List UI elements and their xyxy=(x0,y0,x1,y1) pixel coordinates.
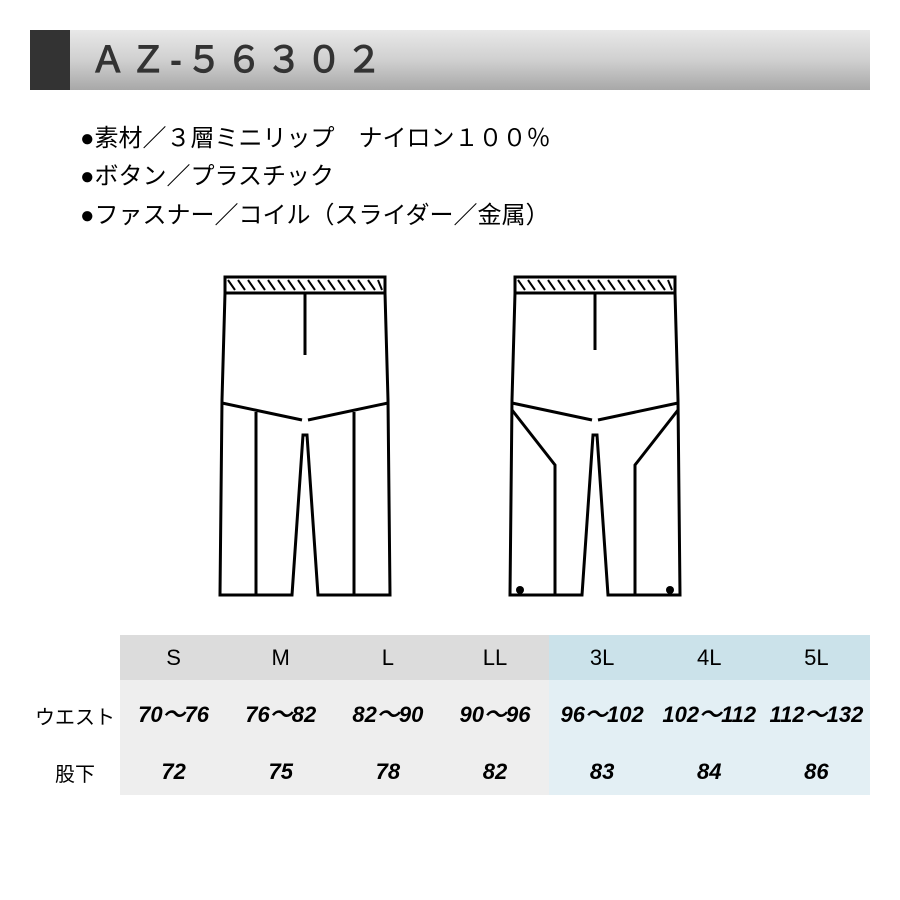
pants-diagrams xyxy=(30,255,870,605)
inseam-cell: 86 xyxy=(763,750,870,795)
waist-cell: 76～82 xyxy=(227,680,334,750)
size-header-row: S M L LL 3L 4L 5L xyxy=(30,635,870,680)
spec-line: ●ボタン／プラスチック xyxy=(80,158,870,196)
size-table: S M L LL 3L 4L 5L ウエスト 70～76 76～82 82～90… xyxy=(30,635,870,795)
inseam-label: 股下 xyxy=(30,750,120,795)
blank-corner xyxy=(30,635,120,680)
inseam-cell: 78 xyxy=(334,750,441,795)
size-header: M xyxy=(227,635,334,680)
waist-row: ウエスト 70～76 76～82 82～90 90～96 96～102 102～… xyxy=(30,680,870,750)
waist-cell: 82～90 xyxy=(334,680,441,750)
waist-cell: 90～96 xyxy=(441,680,548,750)
size-header: 3L xyxy=(549,635,656,680)
waist-cell: 102～112 xyxy=(656,680,763,750)
size-header: 5L xyxy=(763,635,870,680)
waist-cell: 96～102 xyxy=(549,680,656,750)
waist-cell: 112～132 xyxy=(763,680,870,750)
inseam-cell: 83 xyxy=(549,750,656,795)
inseam-cell: 72 xyxy=(120,750,227,795)
size-header: LL xyxy=(441,635,548,680)
inseam-cell: 82 xyxy=(441,750,548,795)
product-code-header: ＡＺ-５６３０２ xyxy=(30,30,870,90)
waist-cell: 70～76 xyxy=(120,680,227,750)
size-header: S xyxy=(120,635,227,680)
spec-line: ●ファスナー／コイル（スライダー／金属） xyxy=(80,197,870,235)
inseam-row: 股下 72 75 78 82 83 84 86 xyxy=(30,750,870,795)
product-code: ＡＺ-５６３０２ xyxy=(90,39,386,80)
size-header: 4L xyxy=(656,635,763,680)
spec-list: ●素材／３層ミニリップ ナイロン１００％ ●ボタン／プラスチック ●ファスナー／… xyxy=(30,120,870,235)
pants-back-diagram xyxy=(470,255,720,605)
size-header: L xyxy=(334,635,441,680)
spec-line: ●素材／３層ミニリップ ナイロン１００％ xyxy=(80,120,870,158)
pants-front-diagram xyxy=(180,255,430,605)
waist-label: ウエスト xyxy=(30,680,120,750)
inseam-cell: 75 xyxy=(227,750,334,795)
inseam-cell: 84 xyxy=(656,750,763,795)
